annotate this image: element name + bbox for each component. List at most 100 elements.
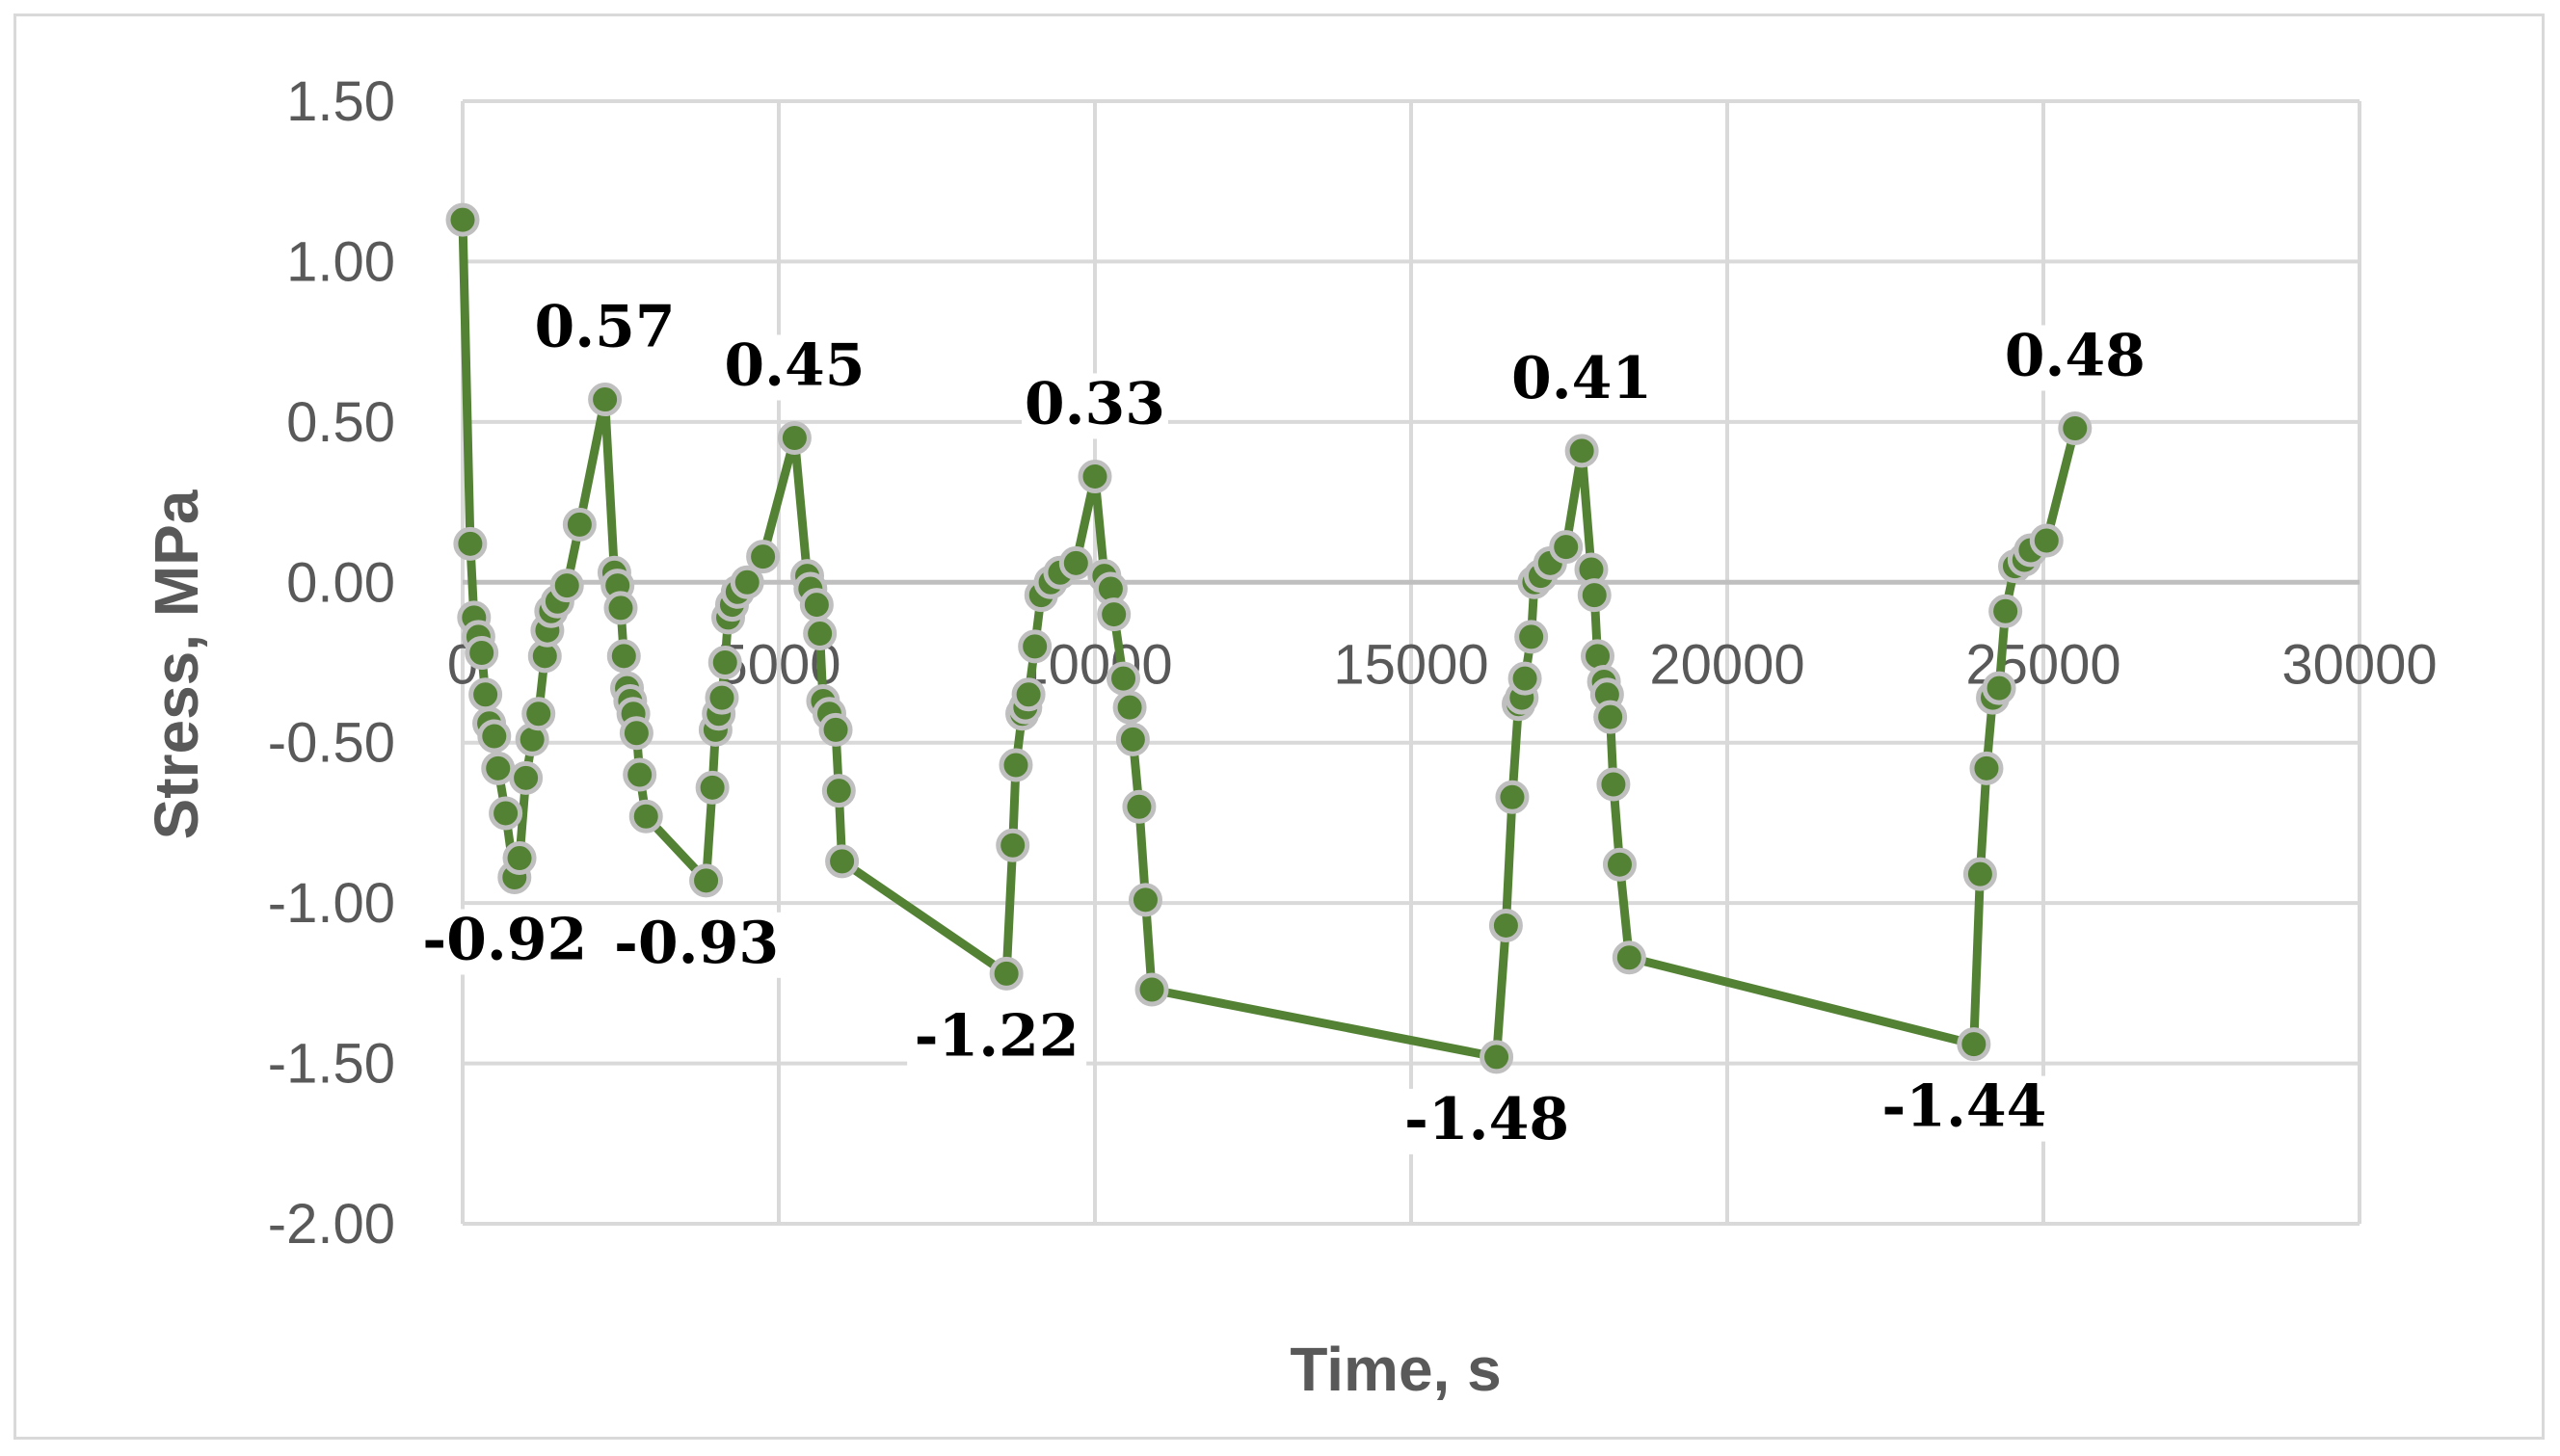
x-tick-label: 15000 xyxy=(1333,633,1488,696)
data-label-background xyxy=(721,334,868,401)
data-point xyxy=(1122,789,1157,824)
data-label: -0.92 xyxy=(422,907,587,974)
data-point xyxy=(521,697,556,731)
data-point xyxy=(489,796,523,831)
data-label-group: -1.44 xyxy=(1874,1073,2054,1142)
data-point xyxy=(619,716,653,751)
data-point xyxy=(509,760,544,795)
data-point xyxy=(1480,1040,1514,1074)
data-point xyxy=(1957,1027,1991,1062)
data-point xyxy=(549,569,584,603)
data-point xyxy=(1962,857,1997,891)
data-point xyxy=(1134,972,1169,1007)
chart-frame xyxy=(13,13,2545,1440)
data-point xyxy=(1593,700,1628,734)
data-point xyxy=(562,507,597,542)
data-point xyxy=(1596,767,1631,802)
data-point xyxy=(818,712,853,747)
data-point xyxy=(1507,661,1542,696)
data-point xyxy=(1018,629,1053,664)
x-axis-title: Time, s xyxy=(1290,1335,1501,1404)
data-label: -1.48 xyxy=(1404,1086,1569,1153)
data-point xyxy=(603,591,638,625)
data-point xyxy=(746,540,781,574)
data-point xyxy=(1612,940,1646,975)
data-point xyxy=(1988,594,2023,628)
data-point xyxy=(996,828,1030,862)
data-point xyxy=(1078,459,1112,493)
data-label-background xyxy=(606,912,787,978)
data-point xyxy=(468,677,503,712)
data-point xyxy=(1107,661,1141,696)
data-point xyxy=(1495,780,1530,814)
data-point xyxy=(606,639,641,674)
data-point xyxy=(465,636,499,671)
data-point xyxy=(1488,908,1523,942)
data-point xyxy=(1097,597,1132,632)
data-label-background xyxy=(1022,373,1168,439)
data-point xyxy=(445,202,480,237)
data-point xyxy=(695,770,730,805)
data-label: 0.48 xyxy=(2005,323,2146,390)
data-point xyxy=(477,719,512,754)
data-label-group: -1.48 xyxy=(1397,1086,1577,1154)
data-point xyxy=(999,748,1033,782)
data-point xyxy=(1115,722,1150,756)
data-point xyxy=(1011,677,1046,712)
data-point xyxy=(1564,434,1599,468)
data-label-group: 0.57 xyxy=(531,294,679,362)
data-point xyxy=(989,956,1024,991)
data-point xyxy=(453,526,488,561)
data-point xyxy=(2029,523,2064,558)
data-label-background xyxy=(1508,347,1656,413)
data-point xyxy=(1058,545,1093,580)
data-point xyxy=(689,863,724,898)
data-label-group: 0.48 xyxy=(2001,323,2148,391)
data-label: -1.22 xyxy=(915,1002,1080,1070)
data-label-background xyxy=(907,1005,1087,1072)
data-point xyxy=(481,751,516,785)
data-label-group: -0.93 xyxy=(606,910,787,978)
data-label-group: 0.41 xyxy=(1508,345,1656,413)
data-point xyxy=(1112,690,1147,725)
stress-series xyxy=(445,202,2093,1074)
y-tick-label: 1.00 xyxy=(286,230,395,293)
data-point xyxy=(705,680,739,715)
data-point xyxy=(1982,671,2016,705)
data-point xyxy=(1549,530,1584,565)
y-tick-label: -0.50 xyxy=(268,712,395,775)
data-label-background xyxy=(414,909,595,975)
data-label-background xyxy=(1397,1088,1577,1154)
x-tick-labels: 0 5000 10000 15000 20000 25000 30000 xyxy=(447,633,2438,696)
x-tick-label: 20000 xyxy=(1649,633,1804,696)
y-tick-label: 1.50 xyxy=(286,70,395,133)
y-tick-label: 0.00 xyxy=(286,551,395,614)
y-tick-label: -1.50 xyxy=(268,1033,395,1096)
data-point xyxy=(777,421,812,455)
data-point xyxy=(623,757,657,792)
data-label-background xyxy=(1874,1075,2054,1142)
data-label-group: -1.22 xyxy=(907,1002,1087,1072)
y-tick-label: -2.00 xyxy=(268,1193,395,1256)
data-label-background xyxy=(531,296,679,362)
data-label-group: -0.92 xyxy=(414,907,595,975)
y-axis-title: Stress, MPa xyxy=(142,490,211,839)
data-label-group: 0.33 xyxy=(1022,370,1168,439)
data-label: 0.41 xyxy=(1511,345,1652,412)
data-point xyxy=(588,383,623,417)
data-label: -1.44 xyxy=(1881,1073,2046,1141)
data-point xyxy=(2058,411,2093,446)
data-point xyxy=(803,617,838,651)
data-point xyxy=(821,774,856,808)
data-label: 0.33 xyxy=(1025,370,1165,437)
data-point xyxy=(1577,578,1612,613)
data-labels: 0.57 0.45 0.33 0.41 0.48 -0.92 -0.93 -1.22 -1.48… xyxy=(414,294,2148,1154)
data-label: 0.45 xyxy=(724,332,865,400)
data-point xyxy=(799,588,834,622)
data-point xyxy=(1514,620,1549,654)
data-point xyxy=(1969,751,2004,785)
y-tick-label: -1.00 xyxy=(268,872,395,935)
data-point xyxy=(628,799,663,834)
data-point xyxy=(502,841,537,876)
